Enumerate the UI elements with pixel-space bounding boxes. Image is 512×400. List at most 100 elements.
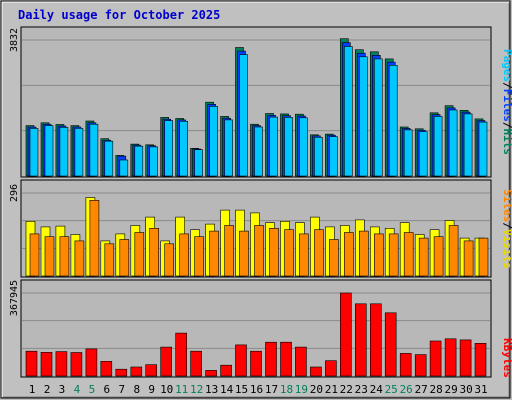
bar-kbytes-day-6 xyxy=(100,360,113,377)
bar-sites-day-3 xyxy=(59,236,70,277)
bar-sites-day-11 xyxy=(179,233,189,277)
bar-kbytes-day-20 xyxy=(310,366,322,377)
bar-sites-day-9 xyxy=(149,228,159,277)
bar-pages-day-10 xyxy=(164,120,173,177)
bar-sites-day-20 xyxy=(314,229,324,277)
bar-sites-day-4 xyxy=(74,240,85,277)
bar-sites-day-2 xyxy=(44,236,55,277)
bar-pages-day-14 xyxy=(224,119,233,177)
bar-pages-day-23 xyxy=(358,56,368,177)
bar-kbytes-day-10 xyxy=(160,346,172,377)
bar-kbytes-day-9 xyxy=(145,364,157,377)
legend-kbytes: KBytes xyxy=(501,338,512,378)
bar-pages-day-15 xyxy=(239,54,248,177)
day-label-20: 20 xyxy=(310,383,323,396)
bar-sites-day-5 xyxy=(89,200,100,277)
bar-pages-day-1 xyxy=(29,128,39,177)
day-label-5: 5 xyxy=(89,383,96,396)
bar-sites-day-15 xyxy=(239,230,249,277)
bar-pages-day-16 xyxy=(254,126,263,177)
day-label-7: 7 xyxy=(118,383,125,396)
bar-sites-day-7 xyxy=(119,239,130,277)
day-label-24: 24 xyxy=(370,383,384,396)
bar-pages-day-11 xyxy=(179,121,188,177)
bar-kbytes-day-3 xyxy=(55,351,68,377)
day-label-29: 29 xyxy=(444,383,457,396)
bar-sites-day-25 xyxy=(388,233,399,277)
day-label-18: 18 xyxy=(280,383,293,396)
bar-sites-day-27 xyxy=(418,237,429,277)
bar-kbytes-day-7 xyxy=(115,368,128,377)
day-label-17: 17 xyxy=(265,383,278,396)
bar-kbytes-day-2 xyxy=(40,351,53,377)
bar-kbytes-day-25 xyxy=(384,312,397,377)
bar-pages-day-29 xyxy=(448,109,458,177)
legend-files: Files xyxy=(501,89,512,122)
legend-sep-3: / xyxy=(501,222,512,229)
legend-sep-2: / xyxy=(501,122,512,129)
day-labels: 1 2 3 4 5 6 7 8 9 10 11 12 13 14 15 16 17 18 19 20 21 22 23 24 2… xyxy=(29,383,488,396)
bar-sites-day-8 xyxy=(134,232,145,277)
day-label-9: 9 xyxy=(148,383,155,396)
legend-hits: Hits xyxy=(501,129,512,156)
bar-pages-day-27 xyxy=(418,131,428,177)
bar-sites-day-12 xyxy=(194,236,204,277)
bar-pages-day-21 xyxy=(329,136,338,177)
bar-pages-day-9 xyxy=(149,146,158,177)
bar-sites-day-24 xyxy=(373,233,384,277)
bar-kbytes-day-19 xyxy=(295,346,307,377)
bar-kbytes-day-8 xyxy=(130,366,143,377)
bar-sites-day-13 xyxy=(209,230,219,277)
bar-sites-day-31 xyxy=(478,237,489,277)
day-label-31: 31 xyxy=(474,383,487,396)
bar-pages-day-20 xyxy=(314,137,323,177)
bar-kbytes-day-5 xyxy=(85,348,98,377)
day-label-2: 2 xyxy=(44,383,51,396)
day-label-8: 8 xyxy=(133,383,140,396)
bar-pages-day-13 xyxy=(209,106,218,177)
bar-pages-day-4 xyxy=(74,128,84,177)
bar-kbytes-day-13 xyxy=(205,370,217,377)
bar-kbytes-day-18 xyxy=(280,341,292,377)
day-label-28: 28 xyxy=(429,383,442,396)
day-label-4: 4 xyxy=(74,383,81,396)
bar-kbytes-day-27 xyxy=(414,354,427,377)
bar-sites-day-14 xyxy=(224,225,234,277)
bar-kbytes-day-15 xyxy=(235,344,247,377)
bar-kbytes-day-23 xyxy=(354,303,367,377)
day-label-1: 1 xyxy=(29,383,36,396)
bar-sites-day-18 xyxy=(284,229,294,277)
day-label-22: 22 xyxy=(340,383,353,396)
bar-sites-day-19 xyxy=(299,233,309,277)
day-label-21: 21 xyxy=(325,383,338,396)
bar-kbytes-day-21 xyxy=(325,360,337,377)
panel-hits-ymax-label: 3832 xyxy=(9,28,20,52)
bar-pages-day-30 xyxy=(463,113,473,177)
bar-kbytes-day-12 xyxy=(190,350,202,377)
bar-pages-day-2 xyxy=(44,125,54,177)
bar-pages-day-7 xyxy=(119,159,129,177)
bar-kbytes-day-22 xyxy=(339,292,352,377)
bar-kbytes-day-1 xyxy=(25,350,38,377)
bar-kbytes-day-26 xyxy=(399,353,412,377)
bar-pages-day-24 xyxy=(373,58,383,177)
day-label-3: 3 xyxy=(59,383,66,396)
bar-sites-day-22 xyxy=(343,232,354,277)
legend-sep-1: / xyxy=(501,82,512,89)
bar-kbytes-day-31 xyxy=(474,342,487,377)
bar-pages-day-22 xyxy=(343,46,353,177)
day-label-26: 26 xyxy=(400,383,413,396)
day-label-12: 12 xyxy=(190,383,203,396)
bar-kbytes-day-29 xyxy=(444,338,457,377)
bar-pages-day-8 xyxy=(134,145,144,177)
day-label-11: 11 xyxy=(175,383,188,396)
day-label-25: 25 xyxy=(385,383,398,396)
bar-sites-day-17 xyxy=(269,228,279,277)
panel-hits-legend: Pages/Files/Hits xyxy=(501,49,512,155)
bar-kbytes-day-30 xyxy=(459,339,472,377)
bar-pages-day-5 xyxy=(89,123,99,177)
panel-kbytes-ymax-label: 367945 xyxy=(9,280,20,316)
bar-sites-day-16 xyxy=(254,225,264,277)
panel-visits-legend: Sites/Visits xyxy=(501,189,512,269)
bar-sites-day-10 xyxy=(164,243,174,277)
